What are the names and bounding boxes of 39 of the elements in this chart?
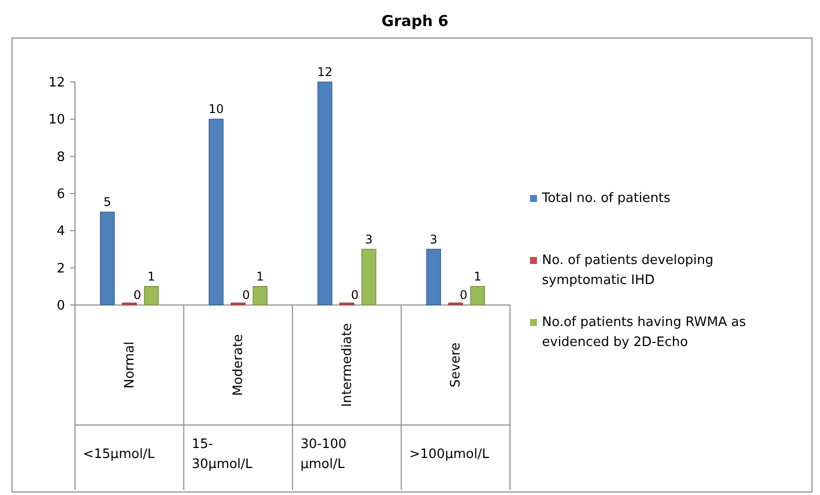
data-label: 0: [242, 288, 250, 302]
data-label: 5: [104, 195, 112, 210]
bar: [470, 286, 486, 306]
x-tick-label: Severe: [448, 342, 464, 388]
y-tick-label: 2: [56, 261, 65, 276]
y-tick-label: 12: [48, 76, 65, 91]
y-tick-label: 8: [56, 150, 65, 165]
y-tick-label: 4: [56, 224, 65, 240]
text: <15µmol/L: [83, 447, 156, 462]
data-label: 1: [148, 269, 156, 284]
data-label: 1: [474, 269, 482, 284]
data-label: 0: [134, 288, 142, 302]
chart-title: Graph 6: [382, 12, 448, 30]
x-tick-label: Intermediate: [340, 323, 355, 407]
text: >100µmol/L: [409, 447, 490, 462]
data-label: 12: [317, 65, 333, 79]
legend-label: No. of patients developing symptomatic IHD: [542, 253, 714, 288]
text: 30-100 µmol/L: [300, 437, 347, 472]
data-label: 1: [256, 269, 264, 284]
y-tick-label: 10: [48, 112, 65, 128]
bar: [361, 248, 376, 306]
data-label: 10: [208, 102, 224, 116]
y-tick-label: 0: [56, 298, 65, 314]
x-tick-label: Moderate: [231, 334, 246, 396]
bar: [100, 212, 115, 306]
legend-label: No.of patients having RWMA as evidenced by 2D-Echo: [542, 315, 746, 350]
x-tick-label: Normal: [122, 341, 138, 389]
text: 15-30µmol/L: [192, 437, 254, 472]
bar: [208, 118, 224, 306]
bar: [317, 82, 332, 306]
bar: [144, 286, 159, 306]
legend-label: Total no. of patients: [541, 191, 671, 206]
data-label: 3: [365, 232, 373, 246]
bar: [426, 248, 442, 306]
bar: [252, 286, 268, 306]
y-tick-label: 6: [56, 187, 65, 202]
data-label: 0: [460, 288, 468, 302]
data-label: 0: [351, 288, 359, 302]
data-label: 3: [430, 232, 438, 246]
